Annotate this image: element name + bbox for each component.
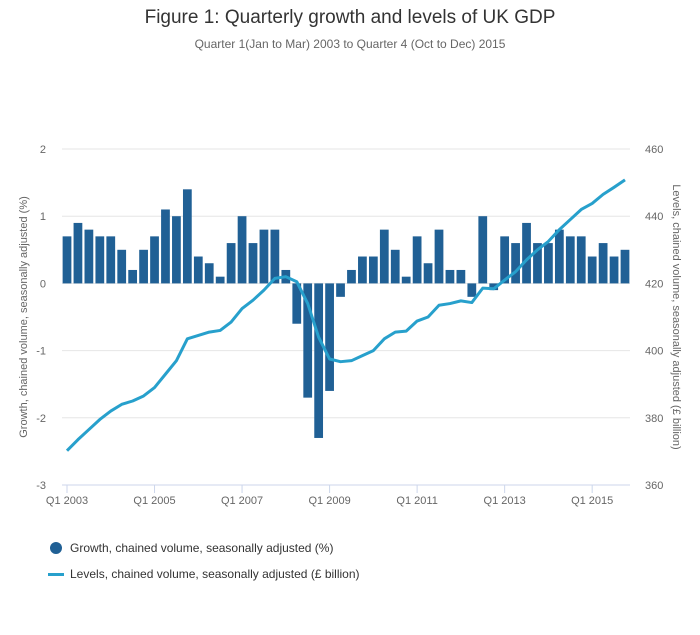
y-axis-label-left: Growth, chained volume, seasonally adjus… bbox=[18, 196, 30, 438]
growth-bar bbox=[248, 243, 258, 284]
y-tick-left: -3 bbox=[36, 480, 46, 492]
growth-bar bbox=[554, 229, 564, 284]
growth-bar bbox=[390, 249, 400, 284]
y-tick-right: 440 bbox=[645, 211, 663, 223]
growth-bar bbox=[325, 283, 334, 391]
growth-bar bbox=[139, 249, 148, 284]
chart-subtitle: Quarter 1(Jan to Mar) 2003 to Quarter 4 … bbox=[194, 37, 506, 51]
growth-bar bbox=[193, 256, 203, 284]
levels-line bbox=[65, 178, 626, 452]
growth-bar bbox=[467, 283, 477, 297]
growth-bar bbox=[368, 256, 378, 284]
chart-title: Figure 1: Quarterly growth and levels of… bbox=[144, 7, 556, 28]
legend-label-growth: Growth, chained volume, seasonally adjus… bbox=[70, 541, 334, 555]
y-tick-right: 360 bbox=[645, 480, 663, 492]
x-tick-label: Q1 2011 bbox=[396, 495, 437, 507]
growth-bar bbox=[544, 243, 553, 284]
y-tick-right: 460 bbox=[645, 144, 663, 156]
growth-bar bbox=[587, 256, 597, 284]
growth-bar bbox=[434, 229, 444, 284]
growth-bar bbox=[161, 209, 170, 284]
growth-bar bbox=[412, 236, 422, 284]
growth-bar bbox=[172, 216, 181, 284]
growth-bar bbox=[533, 243, 542, 284]
y-tick-left: -2 bbox=[36, 413, 46, 425]
x-tick-label: Q1 2009 bbox=[308, 495, 350, 507]
y-axis-label-right: Levels, chained volume, seasonally adjus… bbox=[670, 184, 682, 449]
growth-bar bbox=[489, 283, 499, 291]
y-tick-left: 1 bbox=[40, 211, 46, 223]
y-tick-left: 0 bbox=[40, 278, 46, 290]
growth-bar bbox=[620, 249, 630, 284]
legend-circle-icon bbox=[50, 542, 62, 554]
growth-bar bbox=[565, 236, 575, 284]
growth-bar bbox=[401, 276, 411, 284]
y-tick-right: 420 bbox=[645, 278, 663, 290]
x-tick-label: Q1 2007 bbox=[221, 495, 263, 507]
growth-bar bbox=[204, 263, 214, 284]
growth-bar bbox=[292, 283, 302, 324]
x-tick-label: Q1 2015 bbox=[571, 495, 613, 507]
growth-bar bbox=[609, 256, 619, 284]
growth-bar bbox=[73, 222, 83, 284]
growth-bar bbox=[500, 236, 510, 284]
x-tick-label: Q1 2003 bbox=[46, 495, 88, 507]
growth-bar bbox=[62, 236, 72, 284]
growth-bar bbox=[598, 243, 608, 284]
y-tick-right: 380 bbox=[645, 413, 663, 425]
growth-bar bbox=[150, 236, 159, 284]
x-tick-label: Q1 2005 bbox=[133, 495, 175, 507]
growth-bar bbox=[259, 229, 269, 284]
y-tick-left: 2 bbox=[40, 144, 46, 156]
growth-bar bbox=[215, 276, 225, 284]
growth-bar bbox=[303, 283, 313, 398]
growth-bar bbox=[336, 283, 345, 297]
x-tick-label: Q1 2013 bbox=[484, 495, 526, 507]
growth-bar bbox=[117, 249, 127, 284]
growth-bar bbox=[358, 256, 367, 284]
growth-bar bbox=[84, 229, 94, 284]
growth-bar bbox=[456, 269, 466, 284]
growth-bar bbox=[511, 243, 520, 284]
growth-bar bbox=[128, 269, 138, 284]
growth-bar bbox=[314, 283, 324, 438]
growth-bar bbox=[445, 269, 455, 284]
growth-bar bbox=[423, 263, 433, 284]
growth-bar bbox=[106, 236, 116, 284]
growth-bar bbox=[270, 229, 280, 284]
growth-bar bbox=[182, 189, 192, 284]
growth-bar bbox=[478, 216, 488, 284]
growth-bar bbox=[522, 222, 531, 284]
y-tick-right: 400 bbox=[645, 346, 663, 358]
legend-line-icon bbox=[48, 572, 64, 576]
growth-bar bbox=[576, 236, 586, 284]
growth-bar bbox=[226, 243, 236, 284]
legend-item-growth[interactable]: Growth, chained volume, seasonally adjus… bbox=[48, 541, 333, 555]
growth-bar bbox=[95, 236, 105, 284]
legend-label-levels: Levels, chained volume, seasonally adjus… bbox=[70, 567, 360, 581]
growth-bar bbox=[379, 229, 389, 284]
legend-item-levels[interactable]: Levels, chained volume, seasonally adjus… bbox=[48, 567, 360, 581]
y-tick-left: -1 bbox=[36, 346, 46, 358]
growth-bar bbox=[237, 216, 247, 284]
growth-bar bbox=[347, 269, 356, 284]
